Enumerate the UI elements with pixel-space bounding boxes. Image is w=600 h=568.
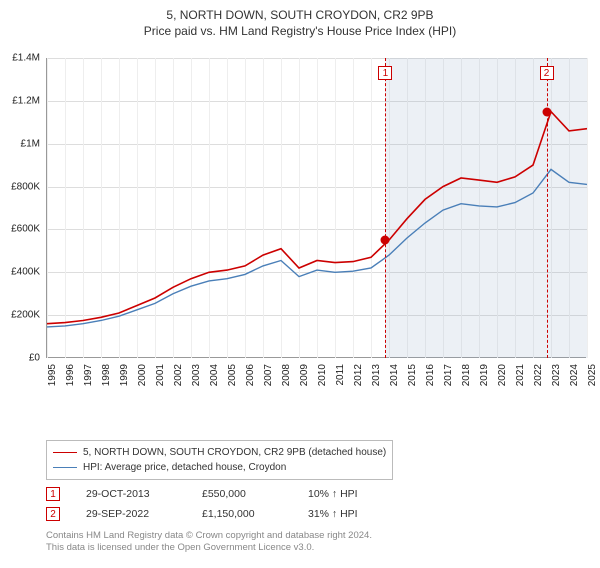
x-axis-label: 2016 bbox=[425, 364, 436, 404]
grid-line-v bbox=[119, 58, 120, 358]
x-axis-label: 1999 bbox=[119, 364, 130, 404]
x-axis-label: 1995 bbox=[47, 364, 58, 404]
grid-line-v bbox=[209, 58, 210, 358]
sales-table: 1 29-OCT-2013 £550,000 10% ↑ HPI 2 29-SE… bbox=[46, 484, 358, 524]
x-axis-label: 1998 bbox=[101, 364, 112, 404]
grid-line-v bbox=[173, 58, 174, 358]
chart-subtitle: Price paid vs. HM Land Registry's House … bbox=[0, 24, 600, 38]
x-axis-label: 1997 bbox=[83, 364, 94, 404]
x-axis-label: 2002 bbox=[173, 364, 184, 404]
grid-line-v bbox=[101, 58, 102, 358]
x-axis-label: 2013 bbox=[371, 364, 382, 404]
marker-line bbox=[547, 58, 548, 358]
x-axis-label: 2011 bbox=[335, 364, 346, 404]
sale-row: 1 29-OCT-2013 £550,000 10% ↑ HPI bbox=[46, 484, 358, 504]
grid-line-v bbox=[47, 58, 48, 358]
x-axis-label: 2023 bbox=[551, 364, 562, 404]
sale-row: 2 29-SEP-2022 £1,150,000 31% ↑ HPI bbox=[46, 504, 358, 524]
y-axis-label: £1.2M bbox=[12, 95, 40, 106]
x-axis-label: 2010 bbox=[317, 364, 328, 404]
x-axis-label: 2007 bbox=[263, 364, 274, 404]
x-axis-label: 2021 bbox=[515, 364, 526, 404]
sale-price: £550,000 bbox=[202, 488, 282, 500]
legend-swatch bbox=[53, 452, 77, 453]
y-axis-label: £800K bbox=[11, 181, 40, 192]
grid-line-v bbox=[335, 58, 336, 358]
sale-date: 29-OCT-2013 bbox=[86, 488, 176, 500]
grid-line-v bbox=[245, 58, 246, 358]
legend-item: HPI: Average price, detached house, Croy… bbox=[53, 460, 386, 475]
marker-dot bbox=[542, 107, 551, 116]
x-axis-label: 2019 bbox=[479, 364, 490, 404]
legend: 5, NORTH DOWN, SOUTH CROYDON, CR2 9PB (d… bbox=[46, 440, 393, 480]
grid-line-v bbox=[155, 58, 156, 358]
x-axis-label: 2003 bbox=[191, 364, 202, 404]
page: 5, NORTH DOWN, SOUTH CROYDON, CR2 9PB Pr… bbox=[0, 8, 600, 568]
sale-price: £1,150,000 bbox=[202, 508, 282, 520]
y-axis-label: £600K bbox=[11, 224, 40, 235]
x-axis-label: 2001 bbox=[155, 364, 166, 404]
marker-dot bbox=[381, 236, 390, 245]
x-axis-label: 2014 bbox=[389, 364, 400, 404]
y-axis-label: £1M bbox=[21, 138, 40, 149]
x-axis-label: 2020 bbox=[497, 364, 508, 404]
x-axis-label: 2025 bbox=[587, 364, 598, 404]
x-axis-label: 2024 bbox=[569, 364, 580, 404]
y-axis-label: £200K bbox=[11, 310, 40, 321]
marker-badge: 2 bbox=[540, 66, 554, 80]
y-axis-label: £0 bbox=[29, 353, 40, 364]
sale-date: 29-SEP-2022 bbox=[86, 508, 176, 520]
sale-delta: 31% ↑ HPI bbox=[308, 508, 358, 520]
plot-area: £0£200K£400K£600K£800K£1M£1.2M£1.4M19951… bbox=[46, 58, 586, 358]
shaded-region bbox=[385, 58, 587, 358]
x-axis-label: 2017 bbox=[443, 364, 454, 404]
grid-line-v bbox=[227, 58, 228, 358]
sale-badge: 1 bbox=[46, 487, 60, 501]
grid-line-v bbox=[317, 58, 318, 358]
x-axis-label: 1996 bbox=[65, 364, 76, 404]
sale-delta: 10% ↑ HPI bbox=[308, 488, 358, 500]
x-axis-label: 2012 bbox=[353, 364, 364, 404]
y-axis-label: £400K bbox=[11, 267, 40, 278]
footer-line: This data is licensed under the Open Gov… bbox=[46, 542, 372, 554]
x-axis-label: 2015 bbox=[407, 364, 418, 404]
x-axis-label: 2009 bbox=[299, 364, 310, 404]
chart-title: 5, NORTH DOWN, SOUTH CROYDON, CR2 9PB bbox=[0, 8, 600, 22]
x-axis-label: 2000 bbox=[137, 364, 148, 404]
grid-line-v bbox=[65, 58, 66, 358]
grid-line-v bbox=[299, 58, 300, 358]
grid-line-v bbox=[371, 58, 372, 358]
x-axis-label: 2008 bbox=[281, 364, 292, 404]
x-axis-label: 2006 bbox=[245, 364, 256, 404]
legend-label: 5, NORTH DOWN, SOUTH CROYDON, CR2 9PB (d… bbox=[83, 445, 386, 460]
grid-line-v bbox=[281, 58, 282, 358]
footer: Contains HM Land Registry data © Crown c… bbox=[46, 530, 372, 554]
x-axis-label: 2018 bbox=[461, 364, 472, 404]
marker-line bbox=[385, 58, 386, 358]
footer-line: Contains HM Land Registry data © Crown c… bbox=[46, 530, 372, 542]
chart: £0£200K£400K£600K£800K£1M£1.2M£1.4M19951… bbox=[46, 58, 586, 398]
grid-line-v bbox=[191, 58, 192, 358]
legend-label: HPI: Average price, detached house, Croy… bbox=[83, 460, 286, 475]
sale-badge: 2 bbox=[46, 507, 60, 521]
grid-line-v bbox=[263, 58, 264, 358]
x-axis-label: 2004 bbox=[209, 364, 220, 404]
x-axis-label: 2022 bbox=[533, 364, 544, 404]
legend-swatch bbox=[53, 467, 77, 468]
grid-line-v bbox=[83, 58, 84, 358]
marker-badge: 1 bbox=[378, 66, 392, 80]
grid-line-v bbox=[353, 58, 354, 358]
legend-item: 5, NORTH DOWN, SOUTH CROYDON, CR2 9PB (d… bbox=[53, 445, 386, 460]
y-axis-label: £1.4M bbox=[12, 53, 40, 64]
grid-line-v bbox=[587, 58, 588, 358]
x-axis-label: 2005 bbox=[227, 364, 238, 404]
grid-line-v bbox=[137, 58, 138, 358]
